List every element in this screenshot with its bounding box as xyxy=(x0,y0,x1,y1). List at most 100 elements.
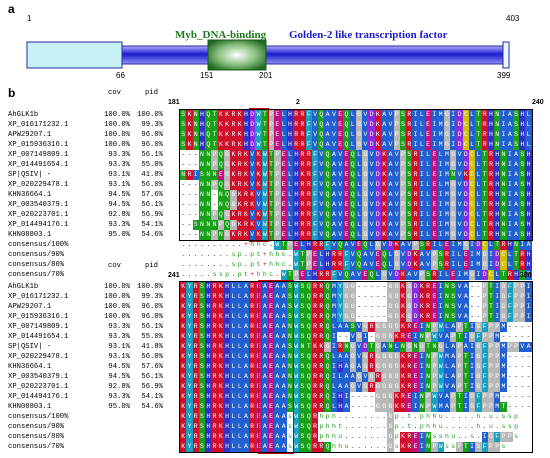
residue-cell: I xyxy=(468,442,476,452)
residue-cell: L xyxy=(468,130,476,140)
residue-cell: - xyxy=(211,200,218,210)
residue-cell: . xyxy=(230,240,237,250)
residue-cell: D xyxy=(387,240,394,250)
residue-cell: D xyxy=(462,160,469,170)
residue-cell: N xyxy=(205,210,212,220)
residue-cell: V xyxy=(249,150,256,160)
identity-value: 56.1% xyxy=(141,201,163,209)
sequence-name: XP_007149809.1 xyxy=(8,323,69,331)
residue-cell: P xyxy=(399,200,407,210)
residue-cell: S xyxy=(399,110,407,120)
residue-cell: R xyxy=(399,402,407,412)
residue-cell: G xyxy=(349,382,356,392)
residue-cell: N xyxy=(424,382,432,392)
residue-cell: V xyxy=(368,230,375,240)
residue-cell: H xyxy=(525,260,532,270)
residue-cell: P xyxy=(217,220,224,230)
residue-cell: S xyxy=(198,342,206,352)
residue-cell: L xyxy=(443,322,451,332)
residue-cell: H xyxy=(223,412,231,422)
residue-cell: R xyxy=(424,240,432,250)
sequence-name: consensus/100% xyxy=(8,413,69,421)
residue-cell: V xyxy=(368,210,375,220)
residue-cell: T xyxy=(481,230,488,240)
residue-cell: G xyxy=(387,372,394,382)
residue-cell: I xyxy=(506,200,513,210)
residue-cell: I xyxy=(412,140,419,150)
residue-cell: T xyxy=(462,362,469,372)
identity-value: 96.0% xyxy=(141,303,163,311)
residue-cell: P xyxy=(293,270,300,280)
sequence-row-label: XP_016171232.1 100.0% 99.3% xyxy=(8,292,163,302)
residue-cell: R xyxy=(293,130,300,140)
residue-cell: A xyxy=(242,352,250,362)
residue-cell: Q xyxy=(305,392,312,402)
residue-cell: G xyxy=(362,322,369,332)
residue-cell: G xyxy=(230,200,237,210)
residue-cell: G xyxy=(443,140,451,150)
residue-cell: A xyxy=(261,392,268,402)
residue-cell: D xyxy=(462,180,469,190)
sequence-row-label: KHN36664.1 94.5% 57.6% xyxy=(8,190,163,200)
residue-cell: s xyxy=(443,442,451,452)
residue-cell: M xyxy=(330,282,338,292)
residue-cell: L xyxy=(368,240,375,250)
residue-cell: S xyxy=(299,382,306,392)
residue-cell: Q xyxy=(343,270,350,280)
residue-cell: V xyxy=(330,120,338,130)
residue-cell xyxy=(525,432,532,442)
residue-cell: N xyxy=(286,392,294,402)
coverage-value: 93.3% xyxy=(108,221,130,229)
residue-cell: G xyxy=(450,230,457,240)
residue-cell: T xyxy=(481,170,488,180)
residue-cell: G xyxy=(349,362,356,372)
residue-cell: E xyxy=(343,210,350,220)
residue-cell: L xyxy=(456,250,463,260)
residue-cell: N xyxy=(205,230,212,240)
residue-cell: D xyxy=(368,120,375,130)
residue-cell: E xyxy=(280,200,287,210)
residue-cell: G xyxy=(349,302,356,312)
residue-cell: A xyxy=(399,240,407,250)
residue-cell: L xyxy=(305,270,312,280)
residue-cell: - xyxy=(512,352,520,362)
sequence-name: SP|QSIV| - xyxy=(8,343,52,351)
residue-cell: R xyxy=(406,432,413,442)
residue-cell: R xyxy=(249,302,256,312)
residue-cell: K xyxy=(255,180,262,190)
residue-cell: I xyxy=(456,270,463,280)
residue-cell: Q xyxy=(318,130,325,140)
residue-cell: K xyxy=(242,230,250,240)
residue-cell: M xyxy=(494,392,501,402)
residue-cell: S xyxy=(286,312,294,322)
residue-cell: A xyxy=(280,382,287,392)
residue-cell: L xyxy=(475,150,482,160)
residue-cell: G xyxy=(223,150,231,160)
block2-frame xyxy=(179,281,533,453)
residue-cell: P xyxy=(487,402,495,412)
residue-cell: V xyxy=(362,110,369,120)
residue-cell: L xyxy=(475,160,482,170)
residue-cell: Q xyxy=(324,210,331,220)
residue-cell: K xyxy=(374,110,381,120)
residue-cell: Q xyxy=(324,362,331,372)
residue-cell: Q xyxy=(324,190,331,200)
residue-cell: W xyxy=(255,110,262,120)
residue-cell: Y xyxy=(186,432,193,442)
residue-cell: S xyxy=(437,250,444,260)
residue-cell: I xyxy=(506,210,513,220)
residue-cell: H xyxy=(525,190,532,200)
residue-cell: S xyxy=(406,150,413,160)
residue-cell: T xyxy=(211,120,218,130)
residue-cell: E xyxy=(267,442,275,452)
residue-cell: R xyxy=(211,302,218,312)
residue-cell: - xyxy=(180,220,187,230)
residue-cell: T xyxy=(487,292,495,302)
residue-cell: A xyxy=(261,372,268,382)
residue-cell: Y xyxy=(186,332,193,342)
residue-cell: - xyxy=(186,180,193,190)
residue-cell: K xyxy=(217,140,224,150)
residue-cell: - xyxy=(506,392,513,402)
residue-cell: R xyxy=(406,442,413,452)
